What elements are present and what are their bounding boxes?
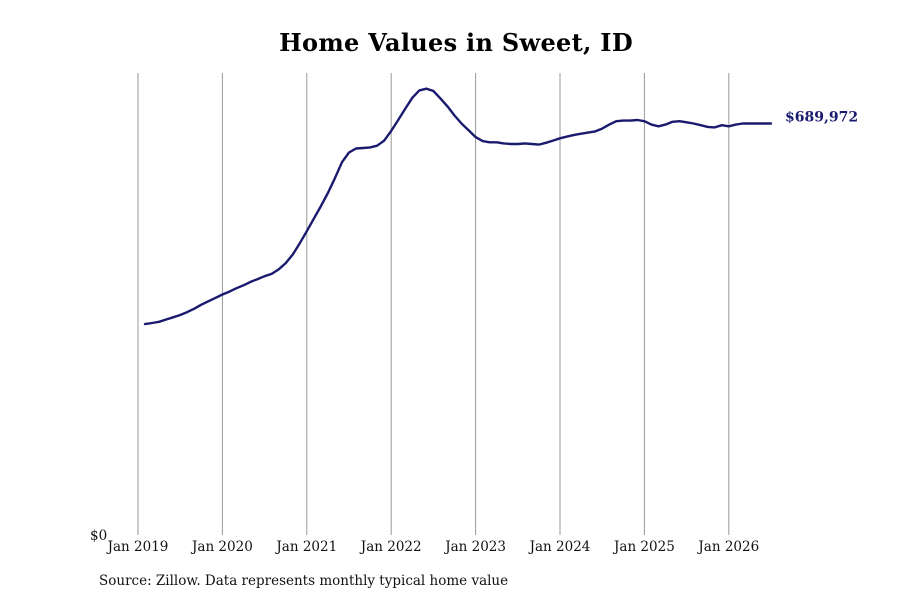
y-axis-tick-labels: $0 (90, 528, 107, 544)
vertical-grid-lines (137, 73, 730, 535)
latest-value-label: $689,972 (785, 109, 858, 125)
chart-title: Home Values in Sweet, ID (279, 28, 633, 57)
y-tick-label: $0 (90, 528, 107, 544)
x-axis-tick-labels: Jan 2019 Jan 2020 Jan 2021 Jan 2022 Jan 2023… (106, 539, 760, 555)
source-note: Source: Zillow. Data represents monthly … (99, 573, 509, 589)
x-tick-label: Jan 2019 (106, 539, 169, 555)
x-tick-label: Jan 2021 (274, 539, 337, 555)
x-tick-label: Jan 2026 (696, 539, 759, 555)
x-tick-label: Jan 2020 (190, 539, 253, 555)
x-tick-label: Jan 2024 (528, 539, 591, 555)
x-tick-label: Jan 2023 (443, 539, 506, 555)
home-value-line (143, 87, 773, 326)
x-tick-label: Jan 2025 (612, 539, 675, 555)
x-tick-label: Jan 2022 (359, 539, 422, 555)
